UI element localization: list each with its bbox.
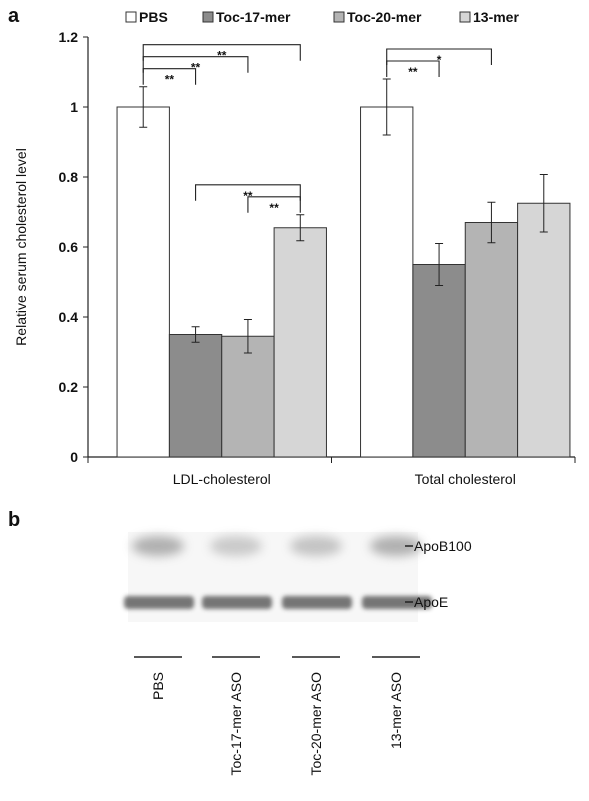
blot-band [132,536,184,556]
band-label: ApoE [414,594,448,610]
y-tick-label: 0.8 [59,169,79,185]
bar [413,265,465,458]
significance-label: ** [243,189,253,203]
legend-label: Toc-17-mer [216,9,291,25]
bar [117,107,169,457]
bar [169,335,221,458]
panel-label: b [8,509,20,531]
page: {"chart_data": {"type": "bar", "panel": … [0,0,589,796]
y-tick-label: 1 [70,99,78,115]
x-tick-label: Total cholesterol [415,471,516,487]
band-label: ApoB100 [414,538,472,554]
bar [222,336,274,457]
legend-swatch [126,12,136,22]
figure: a b Relative serum cholesterol level 0 0.… [0,0,589,796]
bar [465,223,517,458]
bar [518,203,570,457]
lane-label: 13-mer ASO [388,672,404,749]
significance-label: ** [191,61,201,75]
y-tick-label: 0.6 [59,239,79,255]
y-tick-label: 0 [70,449,78,465]
y-axis-label: Relative serum cholesterol level [13,148,29,346]
significance-label: ** [269,201,279,215]
significance-label: ** [217,49,227,63]
x-tick-label: LDL-cholesterol [173,471,271,487]
blot-band [202,596,272,609]
bar [274,228,326,457]
significance-label: * [437,53,442,67]
blot-band [290,536,342,556]
significance-label: ** [408,65,418,79]
legend-label: PBS [139,9,168,25]
blot-band [282,596,352,609]
lane-label: Toc-17-mer ASO [228,672,244,776]
y-tick-label: 1.2 [59,29,79,45]
lane-label: PBS [150,672,166,700]
legend-swatch [460,12,470,22]
panel-label: a [8,5,20,27]
blot-band [210,536,262,556]
y-tick-label: 0.4 [59,309,79,325]
lane-label: Toc-20-mer ASO [308,672,324,776]
blot-band [124,596,194,609]
legend-label: Toc-20-mer [347,9,422,25]
y-tick-label: 0.2 [59,379,79,395]
legend-label: 13-mer [473,9,519,25]
legend-swatch [203,12,213,22]
bar [361,107,413,457]
legend-swatch [334,12,344,22]
significance-label: ** [165,73,175,87]
